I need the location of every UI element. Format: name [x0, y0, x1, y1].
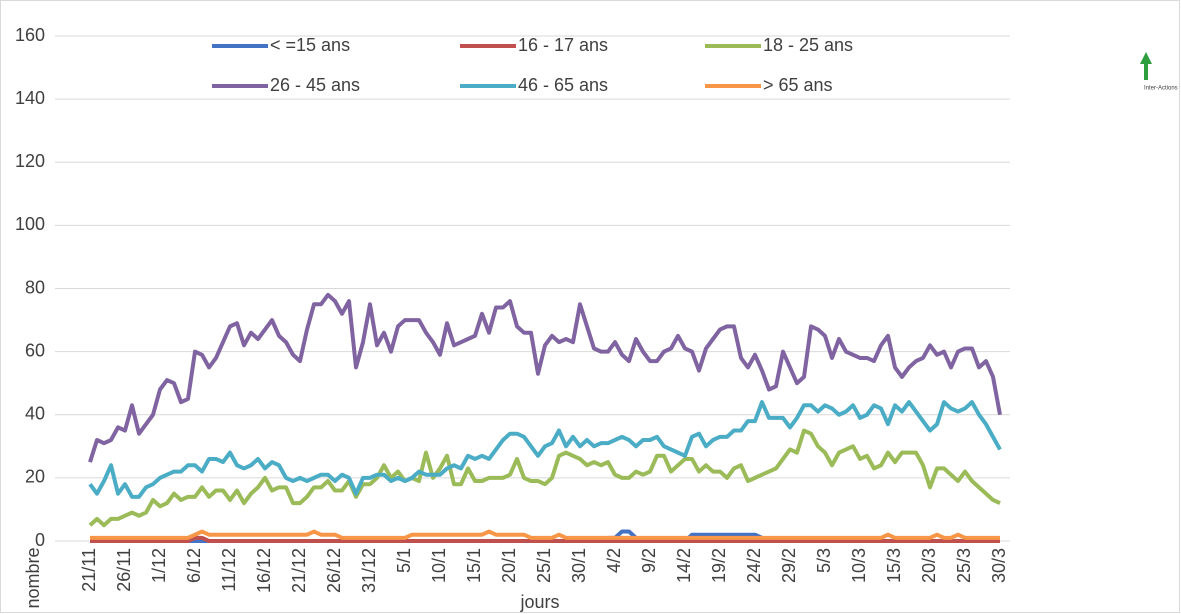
x-tick-label: 1/12: [149, 548, 169, 583]
y-tick-label: 140: [15, 88, 45, 108]
y-tick-label: 80: [25, 277, 45, 297]
legend-label: 18 - 25 ans: [763, 35, 853, 55]
y-tick-label: 60: [25, 340, 45, 360]
x-tick-label: 21/11: [79, 548, 99, 592]
y-tick-label: 120: [15, 151, 45, 171]
x-tick-label: 30/3: [989, 548, 1009, 583]
x-tick-label: 20/1: [499, 548, 519, 583]
x-tick-label: 14/2: [674, 548, 694, 583]
legend-label: < =15 ans: [270, 35, 350, 55]
x-tick-label: 31/12: [359, 548, 379, 593]
y-tick-label: 40: [25, 404, 45, 424]
x-tick-label: 9/2: [639, 548, 659, 573]
legend-label: 26 - 45 ans: [270, 75, 360, 95]
y-tick-label: 100: [15, 214, 45, 234]
series-line: [88, 428, 1001, 528]
legend-label: 16 - 17 ans: [518, 35, 608, 55]
x-tick-label: 19/2: [709, 548, 729, 583]
x-tick-label: 26/12: [324, 548, 344, 593]
series-line: [88, 400, 1002, 499]
x-tick-label: 26/11: [114, 548, 134, 592]
y-tick-label: 0: [35, 530, 45, 550]
x-tick-label: 15/1: [464, 548, 484, 583]
x-tick-label: 5/1: [394, 548, 414, 573]
x-tick-label: 21/12: [289, 548, 309, 593]
logo-icon: [1140, 52, 1152, 80]
series-line: [90, 529, 1000, 540]
x-tick-label: 24/2: [744, 548, 764, 583]
series-line: [88, 292, 1002, 463]
y-tick-label: 160: [15, 25, 45, 45]
x-tick-label: 25/3: [954, 548, 974, 583]
x-tick-label: 10/1: [429, 548, 449, 583]
x-tick-label: 6/12: [184, 548, 204, 583]
x-tick-label: 20/3: [919, 548, 939, 583]
logo: Inter-Actions: [1140, 52, 1178, 92]
y-tick-label: 20: [25, 467, 45, 487]
x-tick-label: 25/1: [534, 548, 554, 583]
x-tick-label: 4/2: [604, 548, 624, 573]
x-tick-label: 30/1: [569, 548, 589, 583]
series-line: [90, 535, 1000, 543]
legend-label: > 65 ans: [763, 75, 833, 95]
x-tick-label: 5/3: [814, 548, 834, 573]
x-tick-label: 29/2: [779, 548, 799, 583]
legend-label: 46 - 65 ans: [518, 75, 608, 95]
x-tick-label: 15/3: [884, 548, 904, 583]
y-axis-label: nombre: [23, 547, 43, 608]
x-tick-label: 10/3: [849, 548, 869, 583]
x-axis-label: jours: [519, 592, 559, 612]
x-tick-label: 16/12: [254, 548, 274, 593]
x-tick-label: 11/12: [219, 548, 239, 592]
logo-text: Inter-Actions: [1144, 86, 1178, 92]
